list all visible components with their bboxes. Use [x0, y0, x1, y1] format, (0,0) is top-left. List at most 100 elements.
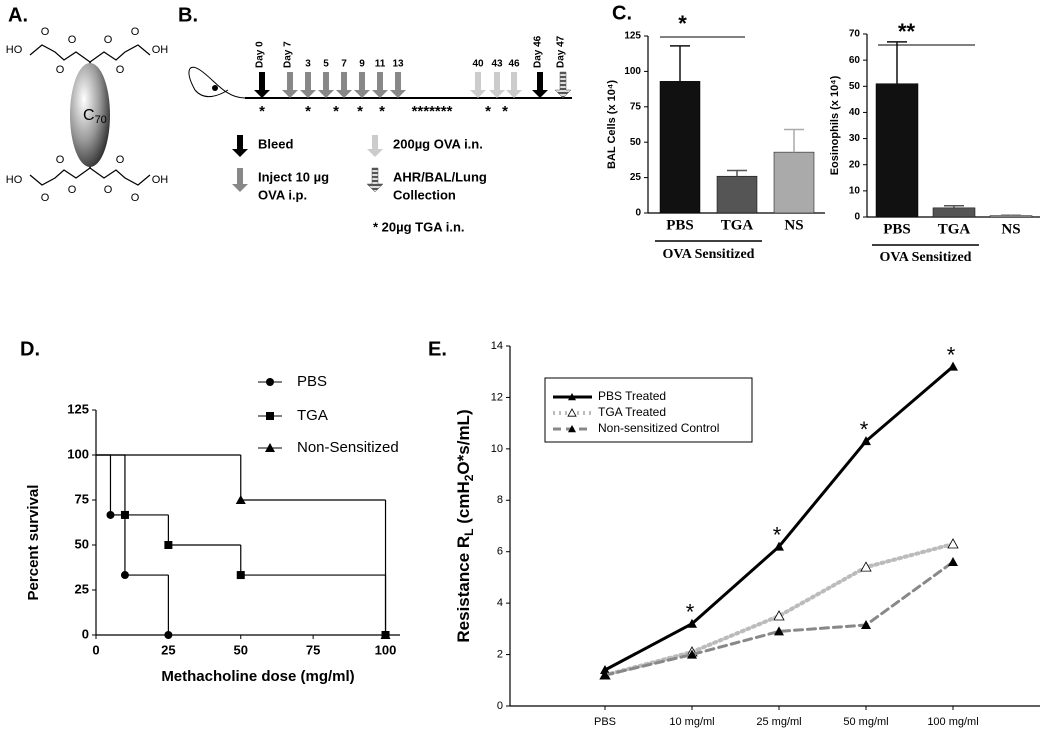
atom-label: OH — [152, 174, 169, 186]
group-label: OVA Sensitized — [880, 250, 972, 265]
star: * — [485, 103, 491, 120]
y-tick-label: 4 — [497, 597, 503, 609]
y-tick-label: 50 — [630, 137, 642, 148]
legend-text: Bleed — [258, 136, 293, 151]
bleed-arrow — [254, 72, 270, 98]
y-tick-label: 70 — [849, 29, 861, 40]
significance: * — [686, 600, 695, 625]
atom-label: O — [56, 154, 65, 166]
marker — [687, 618, 697, 628]
legend-label: PBS — [297, 373, 327, 390]
atom-label: O — [41, 26, 50, 38]
y-tick-label: 60 — [849, 55, 861, 66]
y-tick-label: 75 — [75, 491, 89, 506]
x-tick-label: NS — [1001, 221, 1020, 237]
legend-text: OVA i.p. — [258, 187, 307, 202]
mouse-eye — [212, 85, 218, 91]
y-axis-label-part: (cmH — [454, 481, 473, 528]
star: * — [333, 103, 339, 120]
y-tick-label: 30 — [849, 133, 861, 144]
legend-text: 200µg OVA i.n. — [393, 136, 483, 151]
y-tick-label: 0 — [635, 208, 641, 219]
bond — [29, 44, 151, 63]
x-tick-label: PBS — [666, 217, 694, 233]
star: * — [502, 103, 508, 120]
y-tick-label: 20 — [849, 159, 861, 170]
y-axis-label: Percent survival — [25, 485, 42, 601]
legend-text: Collection — [393, 187, 456, 202]
error-bar — [887, 41, 907, 84]
day-number: 11 — [375, 59, 386, 70]
y-axis-label: Resistance RL (cmH2O*s/mL) — [454, 409, 476, 642]
atom-label: O — [116, 154, 125, 166]
atom-label: O — [41, 192, 50, 204]
atom-label: HO — [6, 174, 23, 186]
atom-label: HO — [6, 44, 23, 56]
marker — [861, 620, 871, 629]
x-tick-label: 0 — [92, 642, 99, 657]
day-label: Day 47 — [556, 35, 567, 68]
bleed-arrow — [532, 72, 548, 98]
marker — [774, 541, 784, 551]
y-axis-label: BAL Cells (x 10⁴) — [606, 80, 618, 169]
y-axis-label: Eosinophils (x 10⁴) — [829, 75, 841, 175]
marker — [106, 510, 115, 519]
y-tick-label: 0 — [82, 626, 89, 641]
panel-label: E. — [428, 338, 447, 360]
error-bar — [1001, 214, 1021, 216]
atom-label: O — [116, 64, 125, 76]
challenge-arrow — [506, 72, 522, 98]
atom-label: O — [104, 34, 113, 46]
legend-arrow — [232, 135, 248, 157]
marker — [236, 571, 245, 580]
legend-label: Non-sensitized Control — [598, 421, 719, 435]
x-tick-label: NS — [784, 217, 803, 233]
timeline-note: * 20µg TGA i.n. — [373, 219, 465, 234]
day-number: 43 — [491, 59, 503, 70]
day-number: 9 — [359, 59, 365, 70]
inject-arrow — [282, 72, 298, 98]
star: * — [357, 103, 363, 120]
core-label: C70 — [83, 107, 107, 126]
marker — [120, 510, 129, 519]
structure — [29, 44, 151, 186]
y-axis-label-part: 2 — [462, 474, 476, 481]
y-tick-label: 125 — [624, 31, 641, 42]
bond — [29, 167, 151, 186]
x-tick-label: PBS — [883, 221, 911, 237]
challenge-arrow — [489, 72, 505, 98]
timeline — [188, 66, 572, 99]
x-axis-label: Methacholine dose (mg/ml) — [161, 668, 354, 685]
marker — [380, 630, 391, 639]
legend-marker — [265, 443, 275, 452]
x-tick-label: 100 mg/ml — [927, 716, 978, 728]
inject-arrow — [318, 72, 334, 98]
y-tick-label: 25 — [630, 172, 642, 183]
star: ******* — [412, 103, 453, 120]
mouse — [188, 66, 246, 99]
significance: * — [947, 342, 956, 367]
legend-marker — [568, 425, 576, 433]
error-bar — [784, 128, 804, 153]
bar — [659, 81, 701, 214]
day-label: Day 0 — [255, 41, 266, 68]
x-tick-label: TGA — [938, 221, 971, 237]
y-axis-label-part: Resistance R — [454, 536, 473, 643]
bar — [773, 151, 815, 214]
inject-arrow — [336, 72, 352, 98]
legend-marker — [568, 393, 576, 401]
y-axis-label-part: L — [462, 528, 476, 535]
bar — [989, 215, 1033, 218]
y-tick-label: 0 — [854, 212, 860, 223]
atom-label: O — [131, 192, 140, 204]
core-subscript: 70 — [95, 114, 107, 126]
atom-label: O — [68, 34, 77, 46]
y-tick-label: 2 — [497, 648, 503, 660]
legend-marker — [266, 412, 274, 420]
marker — [948, 557, 958, 566]
marker — [164, 631, 173, 639]
collection-arrow — [554, 71, 572, 99]
day-label: Day 46 — [533, 35, 544, 68]
day-number: 7 — [341, 59, 347, 70]
y-tick-label: 6 — [497, 546, 503, 558]
